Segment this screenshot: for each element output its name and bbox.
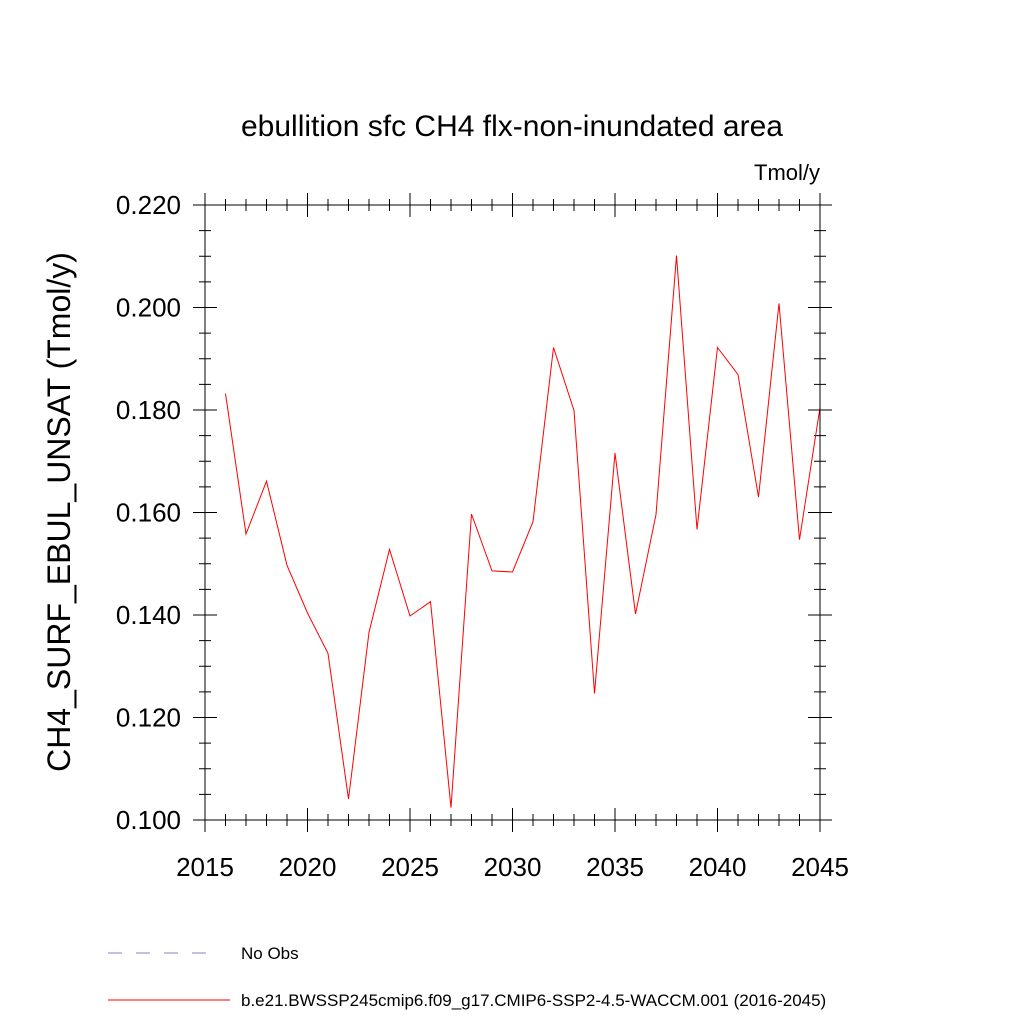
y-axis-label: CH4_SURF_EBUL_UNSAT (Tmol/y) — [41, 252, 77, 772]
series-line — [225, 255, 821, 808]
units-label: Tmol/y — [754, 160, 820, 185]
legend-label-no-obs: No Obs — [241, 944, 299, 963]
x-tick-label: 2035 — [586, 852, 644, 882]
x-tick-label: 2045 — [791, 852, 849, 882]
x-tick-label: 2015 — [176, 852, 234, 882]
legend: No Obs b.e21.BWSSP245cmip6.f09_g17.CMIP6… — [108, 944, 826, 1010]
series-layer — [225, 255, 821, 808]
y-tick-label: 0.180 — [116, 395, 181, 425]
x-tick-label: 2025 — [381, 852, 439, 882]
plot-frame — [204, 204, 821, 821]
y-ticks: 0.100 0.120 0.140 0.160 0.180 0.200 0.220 — [116, 190, 832, 835]
x-tick-label: 2040 — [689, 852, 747, 882]
y-tick-label: 0.160 — [116, 498, 181, 528]
x-tick-label: 2030 — [484, 852, 542, 882]
legend-label-model: b.e21.BWSSP245cmip6.f09_g17.CMIP6-SSP2-4… — [241, 991, 826, 1010]
chart-title: ebullition sfc CH4 flx-non-inundated are… — [241, 110, 783, 143]
y-tick-label: 0.140 — [116, 600, 181, 630]
x-ticks: 2015 2020 2025 2030 2035 2040 2045 — [176, 193, 849, 882]
y-tick-label: 0.200 — [116, 293, 181, 323]
y-tick-label: 0.220 — [116, 190, 181, 220]
x-tick-label: 2020 — [279, 852, 337, 882]
y-tick-label: 0.120 — [116, 703, 181, 733]
y-tick-label: 0.100 — [116, 805, 181, 835]
